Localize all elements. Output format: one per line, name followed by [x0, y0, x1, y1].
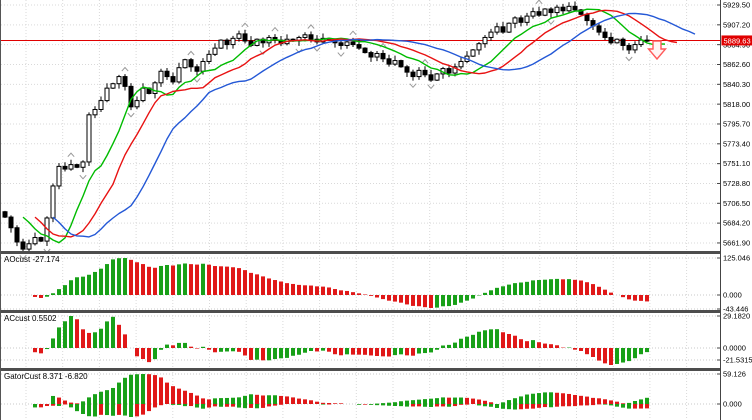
fractal-up-icon [187, 50, 195, 56]
price-axis-label: 5907.20 [723, 20, 750, 29]
candlestick-series [2, 1, 650, 253]
panel-scale-label: 125.046 [723, 254, 750, 263]
panel-scale-label: -43.446 [723, 305, 748, 314]
price-axis-label: 5751.10 [723, 159, 750, 168]
ac-histogram [33, 316, 649, 365]
price-axis-label: 5728.80 [723, 179, 750, 188]
panel-scale-label: 0.000 [723, 291, 742, 300]
fractal-down-icon [19, 255, 27, 260]
fractal-up-icon [271, 26, 279, 32]
fractal-up-icon [535, 0, 543, 5]
fractal-down-icon [409, 83, 417, 89]
fractal-up-icon [241, 22, 249, 28]
fractal-up-icon [421, 58, 429, 64]
current-price-tag: 5889.63 [721, 35, 752, 46]
panel-separators [1, 251, 752, 371]
fractal-down-icon [79, 174, 87, 180]
fractal-down-icon [127, 112, 135, 118]
price-axis-label: 5929.50 [723, 1, 750, 10]
price-axis-label: 5795.70 [723, 120, 750, 129]
price-axis-label: 5706.50 [723, 199, 750, 208]
ao-histogram [33, 258, 649, 308]
fractal-up-icon [121, 66, 129, 72]
alligator-lips-line [22, 8, 666, 244]
price-axis: 5929.505907.205884.905862.605840.305818.… [717, 0, 752, 420]
fractal-down-icon [337, 52, 345, 57]
fractal-down-icon [193, 78, 201, 83]
indicator-label-aocust: AOcust -27.174 [4, 255, 60, 264]
gator-histogram-upper [51, 374, 649, 404]
panel-scale-label: 59.126 [723, 370, 746, 379]
fractal-up-icon [67, 152, 75, 158]
fractal-down-icon [427, 84, 435, 90]
fractal-down-icon [313, 47, 321, 52]
fractal-up-icon [349, 30, 357, 36]
panel-scale-label: 29.1820 [723, 312, 750, 321]
price-axis-label: 5684.20 [723, 219, 750, 228]
indicator-label-gatorcust: GatorCust 8.371 -6.820 [4, 371, 88, 381]
alligator-lips [22, 8, 666, 244]
alligator-jaw-line [52, 12, 696, 238]
alligator-jaw [52, 12, 696, 238]
gator-histogram-lower [33, 404, 649, 417]
price-axis-label: 5818.00 [723, 100, 750, 109]
indicator-label-accust: ACcust 0.5502 [4, 313, 57, 323]
price-axis-label: 5773.40 [723, 139, 750, 148]
fractal-down-icon [625, 56, 633, 62]
price-axis-label: 5862.60 [723, 60, 750, 69]
fractal-down-icon [547, 20, 555, 25]
sell-signal-arrow-icon[interactable] [646, 40, 668, 61]
panel-scale-label: -21.5315 [723, 356, 752, 365]
price-axis-label: 5661.90 [723, 239, 750, 248]
price-axis-label: 5840.30 [723, 80, 750, 89]
panel-scale-label: 0.000 [723, 400, 742, 409]
panel-scale-label: 0.0000 [723, 344, 746, 353]
fractal-up-icon [307, 24, 315, 29]
current-price-value: 5889.63 [724, 36, 751, 45]
grid-layer [1, 0, 721, 420]
